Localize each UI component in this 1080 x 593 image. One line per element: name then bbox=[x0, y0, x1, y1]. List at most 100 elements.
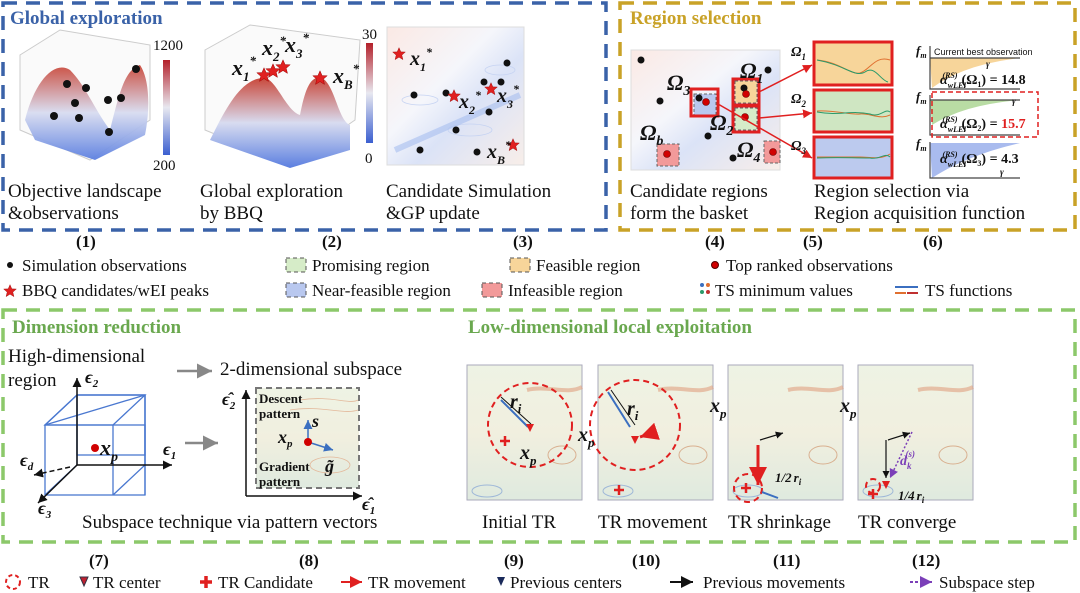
top-ranked-dot-icon bbox=[711, 261, 719, 269]
svg-text:(6): (6) bbox=[923, 232, 943, 251]
svg-text:(1): (1) bbox=[76, 232, 96, 251]
xp-label: xp bbox=[519, 442, 537, 468]
star-icon bbox=[3, 284, 17, 297]
ts-minimum-icon bbox=[700, 283, 710, 294]
svg-text:x1*: x1* bbox=[409, 45, 433, 74]
svg-text:Descent: Descent bbox=[259, 391, 303, 406]
svg-text:Feasible region: Feasible region bbox=[536, 256, 641, 275]
objective-landscape-plot: 1200 200 bbox=[19, 29, 183, 174]
subspace-label: 2-dimensional subspace bbox=[220, 359, 402, 380]
svg-text:BBQ candidates/wEI peaks: BBQ candidates/wEI peaks bbox=[22, 281, 209, 300]
svg-text:(7): (7) bbox=[89, 551, 109, 570]
colorbar-min: 200 bbox=[153, 158, 176, 174]
svg-text:Near-feasible region: Near-feasible region bbox=[312, 281, 451, 300]
svg-text:pattern: pattern bbox=[259, 406, 301, 421]
contour-background bbox=[857, 364, 974, 501]
svg-text:x3*: x3* bbox=[496, 82, 520, 111]
tr-circle bbox=[589, 379, 681, 471]
x1-label: x1* bbox=[231, 53, 257, 84]
panel1-caption-2: &observations bbox=[8, 203, 119, 224]
svg-text:Ω2: Ω2 bbox=[791, 92, 806, 109]
bbq-exploration-plot: x1* x2* x3* xB* 30 0 bbox=[204, 24, 377, 168]
acq-value-3: αwLEI(RS) (Ω3) = 4.3 bbox=[940, 150, 1019, 169]
radius-line bbox=[761, 491, 779, 499]
tr-caption: Initial TR bbox=[482, 512, 556, 533]
local-exploitation-box bbox=[1, 308, 1077, 544]
tr-panels: xp Initial TR xp TR movement xp TR shrinkage x… bbox=[466, 364, 974, 533]
panel2-caption-2: by BBQ bbox=[200, 203, 263, 224]
global-exploration-box bbox=[1, 1, 608, 232]
selected-region-highlight bbox=[931, 91, 1039, 138]
svg-text:Simulation observations: Simulation observations bbox=[22, 256, 187, 275]
contour-background bbox=[727, 364, 844, 501]
svg-text:(5): (5) bbox=[803, 232, 823, 251]
colorbar-max: 30 bbox=[362, 27, 377, 43]
panel1-caption: Objective landscape bbox=[8, 181, 162, 202]
svg-text:ϵ1: ϵ1 bbox=[163, 439, 176, 462]
svg-text:TR movement: TR movement bbox=[368, 573, 466, 592]
infeasible-region-icon bbox=[481, 282, 503, 298]
ts-functions-icon bbox=[895, 286, 918, 294]
region-arrows bbox=[717, 64, 813, 159]
ri-label: ri bbox=[627, 398, 639, 423]
previous-center-icon bbox=[497, 577, 505, 586]
observation-dot-icon bbox=[7, 262, 13, 268]
svg-text:fm: fm bbox=[916, 43, 927, 60]
svg-text:(2): (2) bbox=[322, 232, 342, 251]
subspace-step-label: dk(s) bbox=[900, 449, 915, 471]
svg-text:x2*: x2* bbox=[458, 88, 482, 117]
tr-caption: TR shrinkage bbox=[728, 512, 831, 533]
svg-text:(3): (3) bbox=[513, 232, 533, 251]
xp-label: xp bbox=[577, 424, 595, 450]
svg-text:(10): (10) bbox=[632, 551, 660, 570]
svg-text:Ωb: Ωb bbox=[640, 120, 663, 149]
acq-value-2: αwLEI(RS) (Ω2) = 15.7 bbox=[940, 115, 1026, 134]
svg-text:Ω2: Ω2 bbox=[710, 110, 733, 139]
svg-text:s: s bbox=[311, 411, 319, 431]
local-exploitation-title: Low-dimensional local exploitation bbox=[468, 317, 752, 338]
near-feasible-region-icon bbox=[285, 282, 307, 298]
quarter-ri-label: 1/4 ri bbox=[898, 488, 925, 505]
svg-text:(9): (9) bbox=[504, 551, 524, 570]
xB-label: xB* bbox=[332, 61, 360, 92]
region-selection-box bbox=[618, 1, 1077, 232]
svg-text:γ: γ bbox=[1012, 96, 1016, 106]
svg-text:xp: xp bbox=[99, 435, 118, 465]
high-dim-cube: xp ϵ2 ϵ1 ϵd ϵ3 bbox=[20, 367, 176, 521]
svg-text:TR: TR bbox=[28, 573, 50, 592]
panel4-caption-2: form the basket bbox=[630, 203, 749, 224]
svg-text:Subspace step: Subspace step bbox=[939, 573, 1035, 592]
global-exploration-title: Global exploration bbox=[10, 8, 163, 29]
tr-circle-icon bbox=[5, 574, 21, 590]
svg-text:fm: fm bbox=[916, 136, 927, 153]
xp-label: xp bbox=[839, 395, 857, 421]
panel3-caption: Candidate Simulation bbox=[386, 181, 552, 202]
subspace-caption: Subspace technique via pattern vectors bbox=[82, 512, 377, 533]
svg-text:TR center: TR center bbox=[93, 573, 161, 592]
svg-text:Ω3: Ω3 bbox=[791, 139, 806, 156]
tr-panel: xp bbox=[577, 364, 714, 501]
ts-functions-plots: Ω1 Ω2 Ω3 bbox=[791, 40, 894, 180]
svg-text:ϵd: ϵd bbox=[20, 450, 34, 473]
previous-movement-arrow bbox=[759, 431, 784, 441]
svg-text:Ω1: Ω1 bbox=[740, 58, 763, 87]
feasible-region-icon bbox=[509, 257, 531, 273]
top-step-numbers: (1) (2) (3) (4) (5) (6) bbox=[76, 232, 943, 251]
high-dim-label: High-dimensional bbox=[8, 346, 145, 367]
x2-label: x2* bbox=[261, 33, 287, 64]
panel4-caption: Candidate regions bbox=[630, 181, 768, 202]
svg-text:Infeasible region: Infeasible region bbox=[508, 281, 623, 300]
svg-text:Ω3: Ω3 bbox=[667, 70, 690, 99]
svg-text:xp: xp bbox=[277, 427, 293, 450]
tr-caption: TR converge bbox=[858, 512, 956, 533]
dimension-reduction-title: Dimension reduction bbox=[12, 317, 182, 338]
high-dim-label-2: region bbox=[8, 370, 57, 391]
svg-text:(12): (12) bbox=[912, 551, 940, 570]
gp-update-contour-plot: x1* x2* x3* xB* bbox=[386, 26, 525, 167]
promising-region-icon bbox=[285, 257, 307, 273]
tr-panel: xp bbox=[839, 364, 974, 501]
colorbar bbox=[366, 43, 373, 143]
radius-line bbox=[607, 391, 631, 428]
svg-text:TS functions: TS functions bbox=[925, 281, 1012, 300]
tr-circle bbox=[487, 382, 573, 468]
